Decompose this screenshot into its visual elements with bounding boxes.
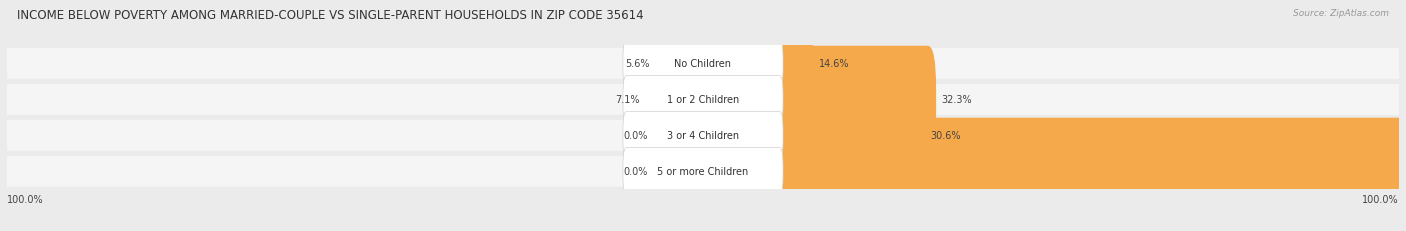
Text: 3 or 4 Children: 3 or 4 Children — [666, 131, 740, 141]
Text: INCOME BELOW POVERTY AMONG MARRIED-COUPLE VS SINGLE-PARENT HOUSEHOLDS IN ZIP COD: INCOME BELOW POVERTY AMONG MARRIED-COUPL… — [17, 9, 644, 22]
FancyBboxPatch shape — [645, 47, 711, 153]
Text: 0.0%: 0.0% — [623, 131, 647, 141]
FancyBboxPatch shape — [655, 11, 711, 117]
Text: 32.3%: 32.3% — [942, 95, 973, 105]
Text: 100.0%: 100.0% — [7, 194, 44, 204]
FancyBboxPatch shape — [623, 40, 783, 88]
FancyBboxPatch shape — [695, 11, 813, 117]
FancyBboxPatch shape — [623, 148, 783, 195]
FancyBboxPatch shape — [0, 156, 1406, 187]
Text: 5 or more Children: 5 or more Children — [658, 167, 748, 176]
FancyBboxPatch shape — [0, 85, 1406, 115]
Text: 14.6%: 14.6% — [818, 59, 849, 69]
Text: No Children: No Children — [675, 59, 731, 69]
Text: 7.1%: 7.1% — [616, 95, 640, 105]
Text: 5.6%: 5.6% — [626, 59, 650, 69]
FancyBboxPatch shape — [654, 125, 710, 218]
FancyBboxPatch shape — [623, 76, 783, 124]
FancyBboxPatch shape — [0, 49, 1406, 79]
FancyBboxPatch shape — [0, 120, 1406, 151]
Text: Source: ZipAtlas.com: Source: ZipAtlas.com — [1294, 9, 1389, 18]
FancyBboxPatch shape — [695, 118, 1406, 225]
FancyBboxPatch shape — [695, 82, 924, 189]
Text: 1 or 2 Children: 1 or 2 Children — [666, 95, 740, 105]
Text: 30.6%: 30.6% — [929, 131, 960, 141]
FancyBboxPatch shape — [695, 47, 936, 153]
FancyBboxPatch shape — [623, 112, 783, 159]
Text: 0.0%: 0.0% — [623, 167, 647, 176]
FancyBboxPatch shape — [654, 90, 710, 182]
Text: 100.0%: 100.0% — [1362, 194, 1399, 204]
